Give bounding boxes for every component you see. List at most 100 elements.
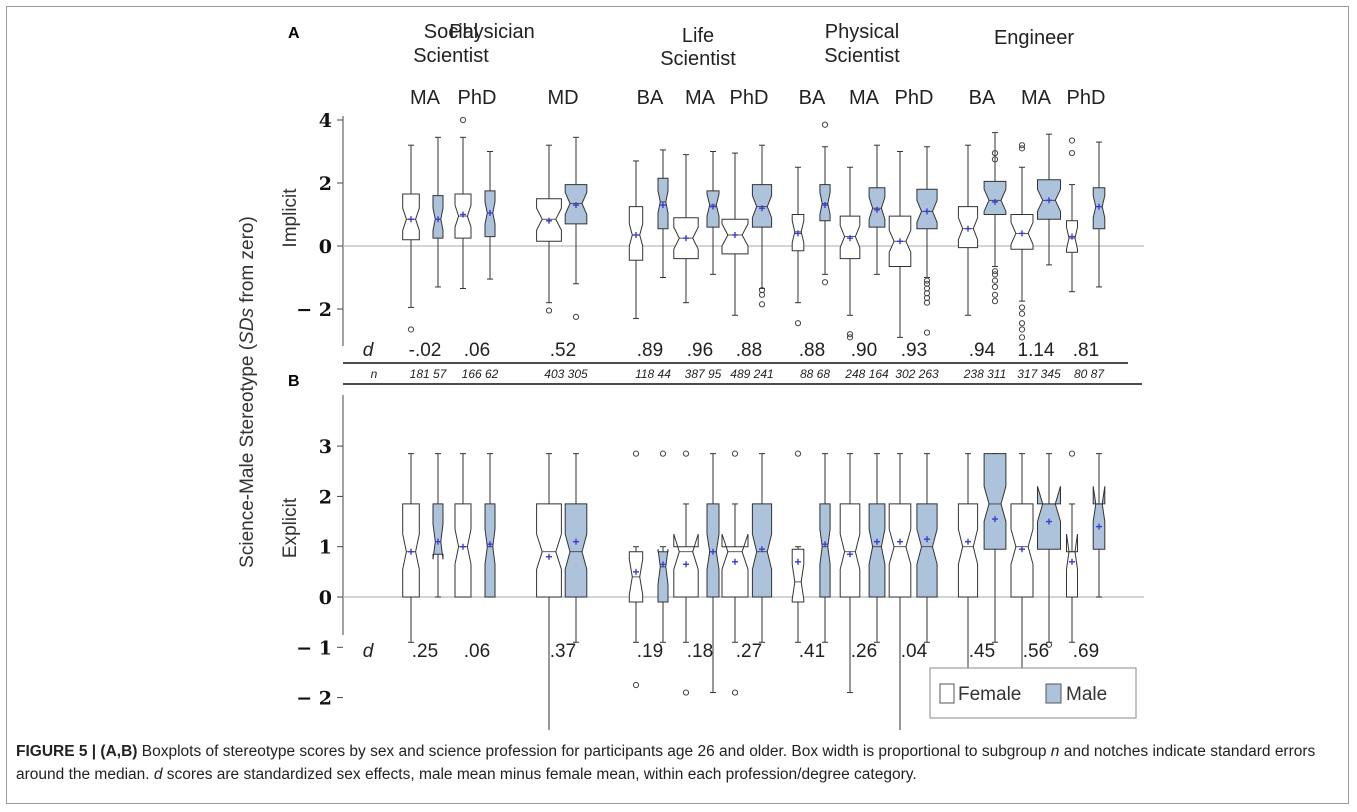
d-value: .94 (969, 340, 996, 361)
y-axis-explicit-label: Explicit (280, 497, 301, 558)
female-box (839, 503, 861, 598)
degree-label: PhD (458, 87, 497, 109)
male-outlier-point (991, 283, 999, 291)
male-outlier-point (572, 313, 580, 320)
female-box (454, 503, 472, 598)
female-outlier-point (545, 307, 553, 314)
y-axis-title-italic: SDs (237, 308, 258, 344)
y-tick-label: − 2 (296, 688, 332, 710)
panel-a-n-row: n 181 57 166 62 403 305 118 44 387 95 489 241 8… (343, 362, 1142, 385)
male-outlier-point (659, 450, 667, 457)
n-value: 80 87 (1074, 367, 1105, 381)
male-box (1092, 486, 1106, 550)
female-outlier-point (1018, 326, 1026, 333)
n-value: 317 345 (1017, 367, 1061, 381)
female-outlier-point (1018, 334, 1026, 341)
female-box (536, 503, 562, 598)
n-label: n (371, 367, 378, 381)
n-value: 238 311 (963, 367, 1007, 381)
legend-male-swatch (1045, 683, 1062, 704)
n-value: 387 95 (685, 367, 722, 381)
male-outlier-point (991, 291, 999, 298)
d-value: .81 (1073, 340, 1099, 361)
y-tick-label: − 2 (296, 299, 332, 321)
male-box (484, 503, 496, 598)
n-value: 248 164 (844, 367, 889, 381)
female-outlier-point (682, 450, 690, 457)
female-outlier-point (731, 450, 739, 457)
y-tick-label: 2 (319, 173, 332, 195)
female-outlier-point (1018, 304, 1026, 311)
d-value: .06 (464, 641, 490, 662)
d-value: -.02 (409, 340, 442, 361)
female-outlier-point (1018, 320, 1026, 327)
profession-header: Social (424, 21, 478, 43)
y-axis-implicit-label: Implicit (280, 188, 301, 248)
caption-label: FIGURE 5 | (A,B) (16, 743, 138, 760)
degree-label: PhD (730, 87, 769, 109)
y-tick-label: 2 (319, 486, 332, 508)
female-box (1066, 534, 1078, 598)
female-outlier-point (794, 450, 802, 457)
d-value: .56 (1023, 641, 1049, 662)
male-outlier-point (991, 271, 999, 278)
female-outlier-point (1018, 310, 1026, 317)
degree-label: MA (410, 87, 441, 109)
male-outlier-point (923, 329, 931, 336)
d-value: .69 (1073, 641, 1099, 662)
profession-header: Scientist (413, 45, 489, 67)
female-box (888, 503, 912, 598)
d-value: .41 (799, 641, 825, 662)
degree-label: PhD (895, 87, 934, 109)
profession-header: Life (682, 25, 714, 47)
female-outlier-point (1068, 450, 1076, 457)
male-box (983, 180, 1007, 215)
female-outlier-point (1068, 137, 1076, 144)
profession-header: Physician (449, 21, 535, 43)
d-value: .45 (969, 641, 995, 662)
panel-b-d-row: d .25 .06 .37 .19 .18 .27 .41 .26 .04 .45 .56 .69 (363, 641, 1100, 662)
d-value: .27 (736, 641, 762, 662)
male-outlier-point (758, 301, 766, 308)
legend-female-label: Female (958, 684, 1021, 705)
d-label: d (363, 641, 375, 662)
d-value: .26 (851, 641, 877, 662)
female-outlier-point (459, 116, 467, 124)
male-outlier-point (991, 156, 999, 163)
caption-text-3: scores are standardized sex effects, mal… (162, 766, 917, 783)
degree-label: BA (969, 87, 996, 109)
female-outlier-point (407, 326, 415, 333)
male-outlier-point (821, 279, 829, 286)
degree-label: BA (799, 87, 826, 109)
d-value: .93 (901, 340, 927, 361)
male-box (432, 503, 444, 560)
male-outlier-point (991, 298, 999, 305)
female-outlier-point (1018, 142, 1026, 149)
y-tick-label: 0 (319, 587, 332, 609)
degree-label: MA (849, 87, 880, 109)
male-box (916, 503, 938, 598)
d-value: .19 (637, 641, 663, 662)
d-value: .04 (901, 641, 928, 662)
n-value: 302 263 (895, 367, 939, 381)
n-value: 181 57 (410, 367, 448, 381)
female-outlier-point (632, 681, 640, 689)
female-outlier-point (1068, 149, 1076, 157)
panel-b-label: B (288, 373, 300, 390)
female-outlier-point (682, 689, 690, 696)
panel-b-plot: − 2 − 1 0 1 2 3 (296, 395, 1144, 730)
y-axis-title: Science-Male Stereotype (SDs from zero) (237, 216, 258, 568)
female-outlier-point (731, 689, 739, 696)
panel-a-d-row: d -.02 .06 .52 .89 .96 .88 .88 .90 .93 .94 1.14 .81 (363, 340, 1100, 361)
degree-label: PhD (1067, 87, 1106, 109)
male-outlier-point (758, 291, 766, 298)
legend-male-label: Male (1066, 684, 1107, 705)
female-outlier-point (794, 320, 802, 327)
male-outlier-point (923, 277, 931, 284)
figure-caption: FIGURE 5 | (A,B) Boxplots of stereotype … (16, 740, 1341, 786)
n-value: 403 305 (544, 367, 588, 381)
male-outlier-point (821, 121, 829, 128)
d-value: .52 (550, 340, 576, 361)
male-box (657, 549, 669, 603)
